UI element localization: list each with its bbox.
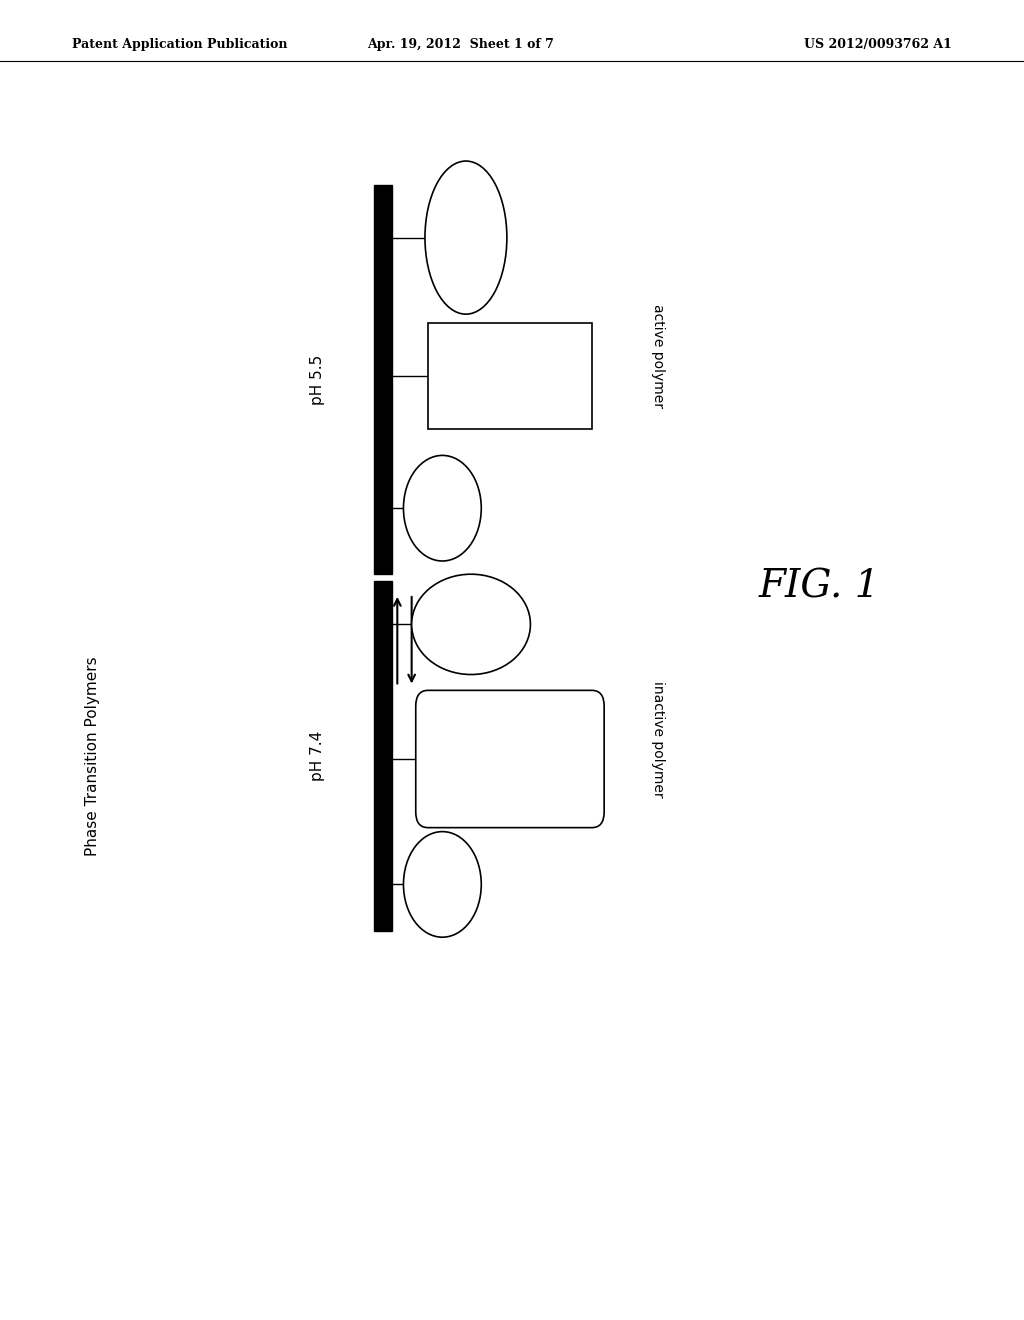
Ellipse shape <box>425 161 507 314</box>
Text: pH 7.4: pH 7.4 <box>310 730 325 781</box>
Ellipse shape <box>412 574 530 675</box>
FancyBboxPatch shape <box>416 690 604 828</box>
Text: pH 5.5: pH 5.5 <box>310 354 325 405</box>
Text: Phase Transition Polymers: Phase Transition Polymers <box>85 656 99 855</box>
Text: active polymer: active polymer <box>651 305 666 408</box>
Text: inactive polymer: inactive polymer <box>651 681 666 797</box>
Text: Apr. 19, 2012  Sheet 1 of 7: Apr. 19, 2012 Sheet 1 of 7 <box>368 38 554 51</box>
Ellipse shape <box>403 832 481 937</box>
Text: FIG. 1: FIG. 1 <box>759 569 880 606</box>
Ellipse shape <box>403 455 481 561</box>
Text: US 2012/0093762 A1: US 2012/0093762 A1 <box>805 38 952 51</box>
FancyBboxPatch shape <box>374 581 392 931</box>
FancyBboxPatch shape <box>428 323 592 429</box>
FancyBboxPatch shape <box>374 185 392 574</box>
Text: Patent Application Publication: Patent Application Publication <box>72 38 287 51</box>
